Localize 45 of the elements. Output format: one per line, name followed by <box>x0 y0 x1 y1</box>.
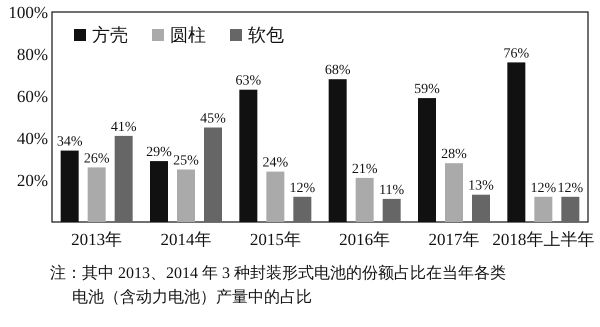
data-label: 76% <box>503 46 530 62</box>
legend-label: 圆柱 <box>170 25 206 45</box>
x-tick-label: 2016年 <box>339 230 390 249</box>
y-tick-label: 20% <box>16 171 48 190</box>
data-label: 12% <box>530 180 556 196</box>
data-label: 11% <box>379 182 405 198</box>
y-tick-label: 100% <box>8 3 48 22</box>
bar <box>266 172 284 222</box>
data-label: 29% <box>146 145 172 160</box>
y-tick-label: 80% <box>16 45 48 64</box>
y-tick-label: 60% <box>16 87 48 106</box>
x-tick-label: 2013年 <box>71 230 122 249</box>
legend-label: 方壳 <box>92 25 128 45</box>
data-label: 63% <box>235 74 262 89</box>
y-tick-label: 40% <box>16 129 48 148</box>
bar <box>293 196 312 222</box>
data-label: 13% <box>468 178 494 194</box>
bar <box>472 194 490 222</box>
bar <box>445 163 463 222</box>
bar <box>561 196 580 222</box>
bar <box>114 136 133 222</box>
data-label: 45% <box>200 112 226 126</box>
text: 注：其中 2013、2014 年 3 种封装形式电池的份额占比在当年各类电池（含动力电池）产量中的占比 <box>50 264 507 308</box>
bar <box>88 167 106 222</box>
data-label: 68% <box>324 63 351 78</box>
x-tick-label: 2015年 <box>250 230 301 249</box>
data-label: 59% <box>414 82 440 98</box>
x-tick-label: 2017年 <box>428 230 480 249</box>
data-label: 34% <box>56 134 83 150</box>
bar <box>356 178 374 222</box>
x-tick-label: 2018年上半年 <box>492 230 594 249</box>
data-label: 21% <box>352 162 378 177</box>
data-label: 26% <box>84 151 110 166</box>
bar <box>534 196 552 222</box>
data-label: 12% <box>289 180 316 196</box>
x-tick-label: 2014年 <box>160 230 212 249</box>
bar <box>177 170 195 222</box>
data-label: 24% <box>262 156 288 171</box>
data-label: 41% <box>110 120 137 135</box>
bar <box>204 128 222 222</box>
data-label: 28% <box>441 147 468 162</box>
legend-label: 软包 <box>248 25 284 45</box>
bar <box>382 198 401 222</box>
data-label: 25% <box>173 154 200 168</box>
data-label: 12% <box>557 180 584 196</box>
